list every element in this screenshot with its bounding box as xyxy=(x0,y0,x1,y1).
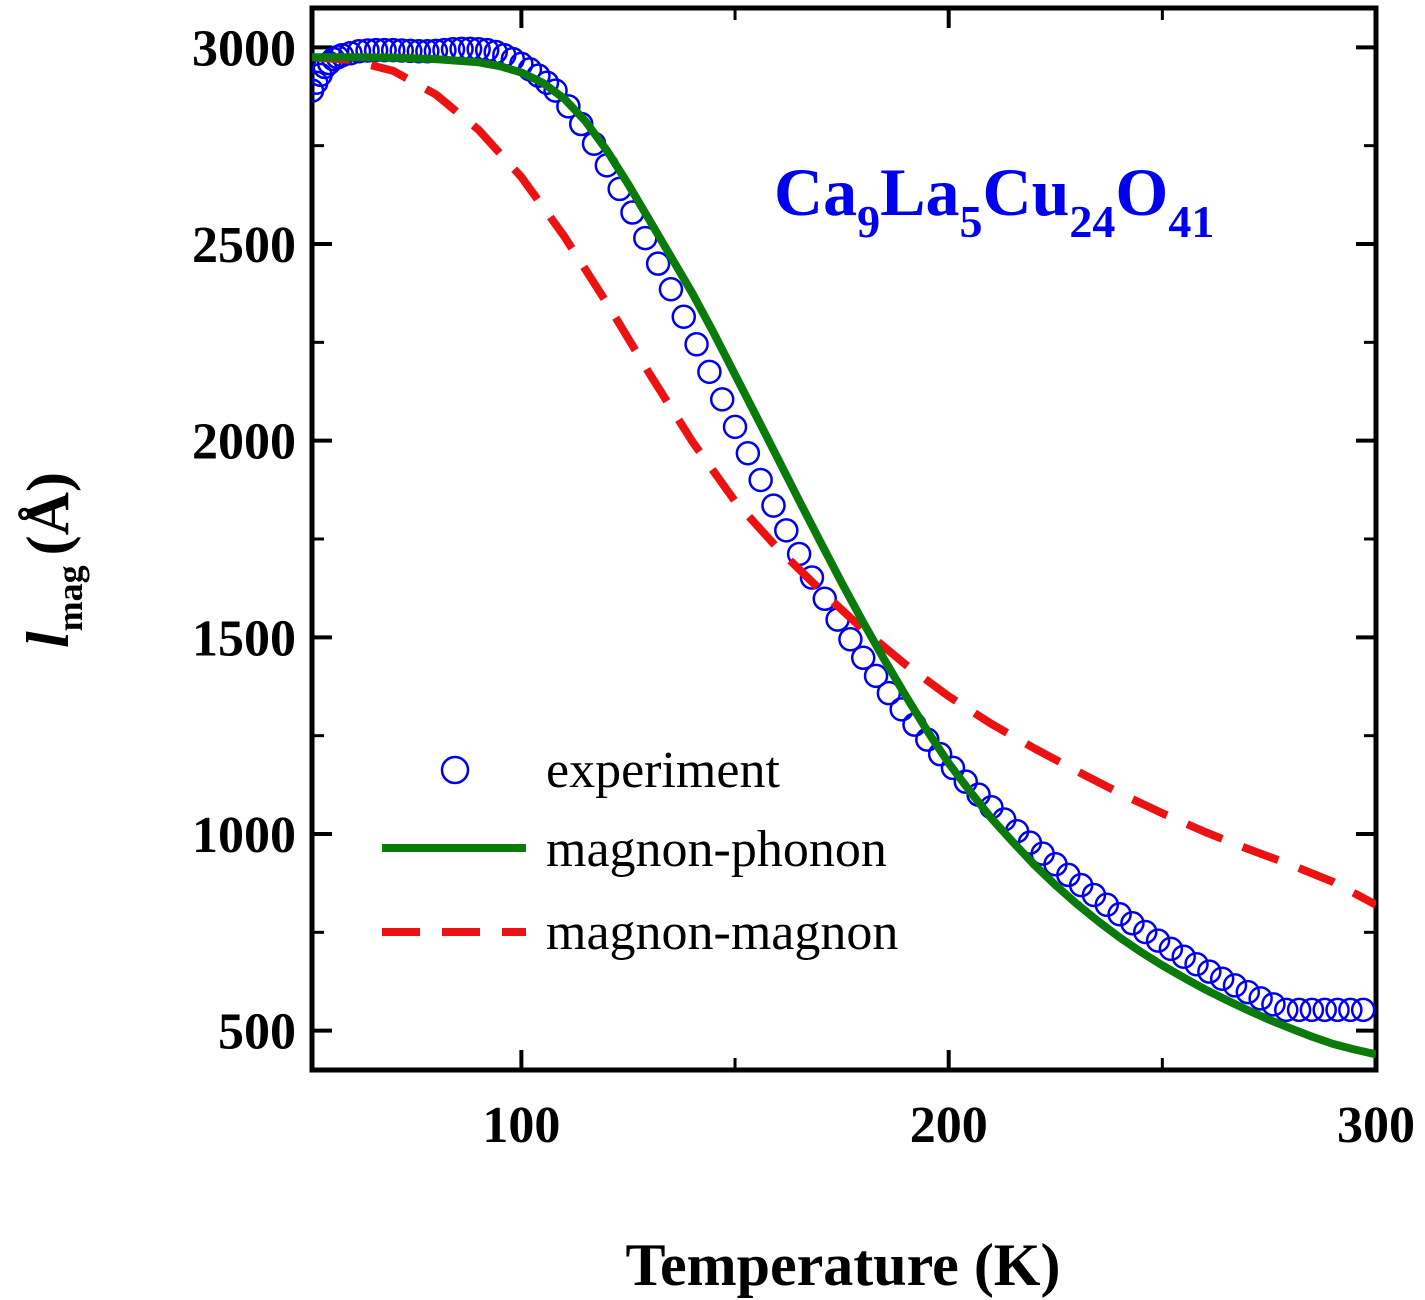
data-point xyxy=(940,755,966,781)
data-point xyxy=(799,565,825,590)
data-point xyxy=(1158,936,1184,962)
y-axis-title-sub: mag xyxy=(50,565,90,631)
minor-ticks xyxy=(312,8,1376,1070)
data-point xyxy=(1286,997,1312,1023)
data-point xyxy=(1350,997,1376,1023)
data-point xyxy=(645,251,671,276)
data-point xyxy=(1325,997,1350,1023)
legend-experiment-label: experiment xyxy=(546,742,780,799)
data-point xyxy=(1107,901,1132,927)
y-axis-title: lmag (Å) xyxy=(15,472,90,648)
data-point xyxy=(1274,997,1299,1023)
y-tick-label: 500 xyxy=(218,1004,296,1061)
data-point xyxy=(748,467,773,493)
legend-magnon-magnon-label: magnon-magnon xyxy=(546,904,898,961)
y-tick-label: 2000 xyxy=(192,414,296,471)
series-layer xyxy=(312,36,1376,1059)
data-point xyxy=(1120,911,1145,936)
data-point xyxy=(850,645,876,671)
x-tick-label: 300 xyxy=(1337,1097,1415,1154)
legend-experiment-marker xyxy=(440,755,470,785)
data-point xyxy=(1184,951,1209,977)
data-point xyxy=(953,769,979,794)
formula-subscript: 41 xyxy=(1168,196,1214,247)
formula-subscript: 24 xyxy=(1069,196,1115,247)
x-tick-label: 200 xyxy=(910,1097,988,1154)
y-tick-label: 1500 xyxy=(192,610,296,667)
y-axis-title-main: l xyxy=(15,631,81,648)
data-point xyxy=(1248,986,1273,1011)
x-tick-label: 100 xyxy=(482,1097,560,1154)
data-point xyxy=(761,493,786,518)
data-point xyxy=(863,663,889,689)
data-point xyxy=(1235,979,1261,1005)
data-point xyxy=(1145,928,1171,953)
data-point xyxy=(1338,997,1363,1023)
major-ticks xyxy=(312,8,1378,1070)
formula-subscript: 9 xyxy=(857,196,880,247)
data-point xyxy=(543,78,568,103)
data-point xyxy=(1133,919,1158,945)
data-point xyxy=(709,387,735,412)
x-axis-title: Temperature (K) xyxy=(626,1232,1061,1298)
y-tick-label: 2500 xyxy=(192,217,296,274)
compound-formula-annotation: Ca9La5Cu24O41 xyxy=(774,154,1214,247)
formula-element: La xyxy=(880,154,959,230)
legend-magnon-phonon-label: magnon-phonon xyxy=(546,821,887,878)
data-point xyxy=(1209,966,1235,991)
formula-element: Cu xyxy=(982,154,1069,230)
data-point xyxy=(1312,997,1337,1023)
data-point xyxy=(1299,997,1325,1023)
data-point xyxy=(812,586,838,612)
data-point xyxy=(1261,992,1286,1017)
formula-subscript: 5 xyxy=(959,196,982,247)
data-point xyxy=(346,39,372,64)
formula-element: Ca xyxy=(774,154,857,230)
data-point xyxy=(735,441,761,466)
data-point xyxy=(684,332,709,357)
data-point xyxy=(658,276,684,302)
tick-labels: 100 200 300 500 1000 1500 2000 2500 3000 xyxy=(192,20,1415,1154)
data-point xyxy=(355,38,380,63)
data-point xyxy=(697,359,722,385)
data-point xyxy=(1171,944,1196,969)
data-point xyxy=(774,518,799,543)
y-tick-label: 3000 xyxy=(192,20,296,77)
formula-element: O xyxy=(1115,154,1168,230)
data-point xyxy=(556,94,581,119)
data-point xyxy=(1094,892,1120,918)
legend: experiment magnon-phonon magnon-magnon xyxy=(382,742,898,961)
data-point xyxy=(1222,973,1248,998)
data-point xyxy=(1197,959,1222,984)
data-point xyxy=(838,627,863,652)
series-line-magnon-phonon xyxy=(312,53,1376,1059)
y-axis-title-unit: (Å) xyxy=(15,472,81,555)
series-line-magnon-magnon xyxy=(312,53,1376,909)
data-point xyxy=(722,414,748,440)
y-tick-label: 1000 xyxy=(192,807,296,864)
data-point xyxy=(671,304,697,330)
